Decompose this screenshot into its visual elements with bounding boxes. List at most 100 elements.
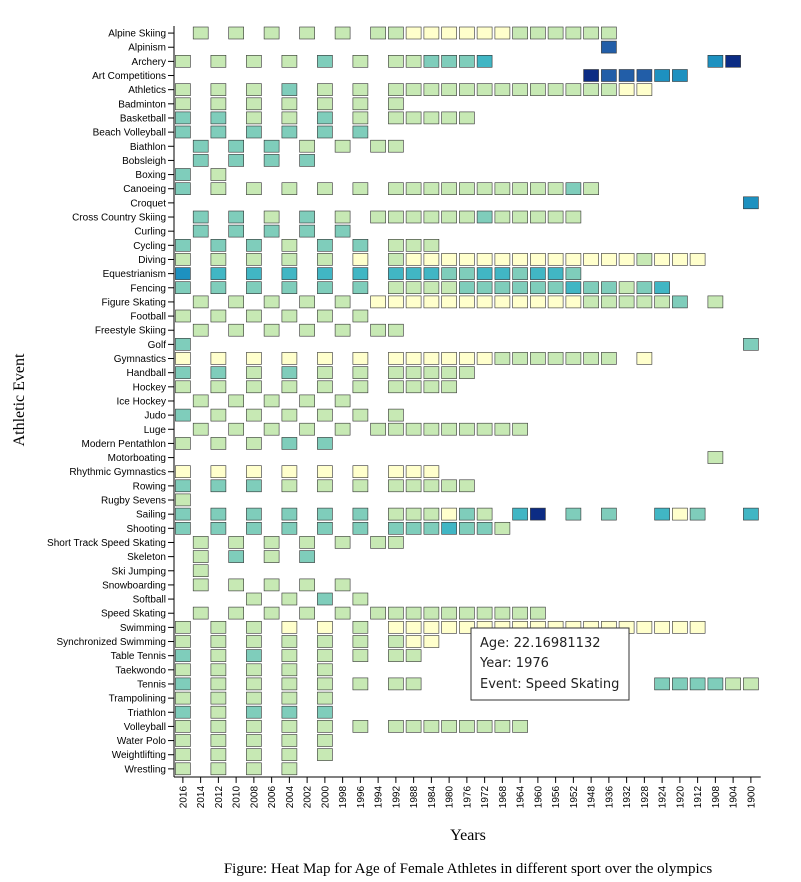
heatmap-cell[interactable] (405, 295, 422, 309)
heatmap-cell[interactable] (618, 83, 635, 96)
heatmap-cell[interactable] (228, 154, 244, 167)
heatmap-cell[interactable] (405, 465, 422, 479)
heatmap-cell[interactable] (423, 295, 440, 309)
heatmap-cell[interactable] (352, 592, 369, 606)
heatmap-cell[interactable] (441, 83, 457, 96)
heatmap-cell[interactable] (246, 620, 262, 634)
heatmap-cell[interactable] (583, 182, 599, 195)
heatmap-cell[interactable] (299, 154, 315, 167)
heatmap-cell[interactable] (725, 677, 741, 691)
heatmap-cell[interactable] (388, 366, 404, 379)
heatmap-cell[interactable] (441, 182, 457, 195)
heatmap-cell[interactable] (405, 111, 422, 125)
heatmap-cell[interactable] (423, 465, 440, 479)
heatmap-cell[interactable] (476, 267, 493, 280)
heatmap-cell[interactable] (317, 125, 333, 139)
heatmap-cell[interactable] (228, 536, 244, 549)
heatmap-cell[interactable] (352, 366, 369, 379)
heatmap-cell[interactable] (512, 422, 528, 436)
heatmap-cell[interactable] (299, 606, 315, 620)
heatmap-cell[interactable] (476, 720, 493, 733)
heatmap-cell[interactable] (175, 239, 191, 252)
heatmap-cell[interactable] (441, 720, 457, 733)
heatmap-cell[interactable] (512, 720, 528, 733)
heatmap-cell[interactable] (459, 83, 475, 96)
heatmap-cell[interactable] (423, 54, 440, 68)
heatmap-cell[interactable] (281, 762, 298, 776)
heatmap-cell[interactable] (210, 408, 227, 422)
heatmap-cell[interactable] (689, 620, 706, 634)
heatmap-cell[interactable] (175, 309, 191, 323)
heatmap-cell[interactable] (281, 352, 298, 365)
heatmap-cell[interactable] (210, 111, 227, 125)
heatmap-cell[interactable] (405, 281, 422, 295)
heatmap-cell[interactable] (654, 677, 670, 691)
heatmap-cell[interactable] (228, 139, 244, 153)
heatmap-cell[interactable] (423, 507, 440, 521)
heatmap-cell[interactable] (175, 493, 191, 507)
heatmap-cell[interactable] (530, 83, 546, 96)
heatmap-cell[interactable] (743, 677, 759, 691)
heatmap-cell[interactable] (317, 734, 333, 747)
heatmap-cell[interactable] (672, 295, 688, 309)
heatmap-cell[interactable] (459, 521, 475, 535)
heatmap-cell[interactable] (388, 267, 404, 280)
heatmap-cell[interactable] (192, 606, 209, 620)
heatmap-cell[interactable] (192, 323, 209, 337)
heatmap-cell[interactable] (423, 479, 440, 493)
heatmap-cell[interactable] (388, 479, 404, 493)
heatmap-cell[interactable] (352, 309, 369, 323)
heatmap-cell[interactable] (246, 649, 262, 662)
heatmap-cell[interactable] (423, 26, 440, 40)
heatmap-cell[interactable] (476, 26, 493, 40)
heatmap-cell[interactable] (636, 281, 653, 295)
heatmap-cell[interactable] (246, 253, 262, 266)
heatmap-cell[interactable] (192, 139, 209, 153)
heatmap-cell[interactable] (672, 253, 688, 266)
heatmap-cell[interactable] (672, 677, 688, 691)
heatmap-cell[interactable] (281, 267, 298, 280)
heatmap-cell[interactable] (299, 26, 315, 40)
heatmap-cell[interactable] (494, 720, 511, 733)
heatmap-cell[interactable] (246, 111, 262, 125)
heatmap-cell[interactable] (317, 592, 333, 606)
heatmap-cell[interactable] (210, 437, 227, 450)
heatmap-cell[interactable] (689, 507, 706, 521)
heatmap-cell[interactable] (263, 394, 280, 408)
heatmap-cell[interactable] (476, 253, 493, 266)
heatmap-cell[interactable] (370, 139, 386, 153)
heatmap-cell[interactable] (672, 507, 688, 521)
heatmap-cell[interactable] (317, 663, 333, 677)
heatmap-cell[interactable] (175, 691, 191, 705)
heatmap-cell[interactable] (707, 451, 724, 464)
heatmap-cell[interactable] (423, 111, 440, 125)
heatmap-cell[interactable] (175, 253, 191, 266)
heatmap-cell[interactable] (334, 422, 351, 436)
heatmap-cell[interactable] (317, 720, 333, 733)
heatmap-cell[interactable] (512, 295, 528, 309)
heatmap-cell[interactable] (423, 267, 440, 280)
heatmap-cell[interactable] (246, 720, 262, 733)
heatmap-cell[interactable] (352, 465, 369, 479)
heatmap-cell[interactable] (352, 677, 369, 691)
heatmap-cell[interactable] (530, 26, 546, 40)
heatmap-cell[interactable] (512, 210, 528, 224)
heatmap-cell[interactable] (547, 83, 564, 96)
heatmap-cell[interactable] (388, 182, 404, 195)
heatmap-cell[interactable] (175, 479, 191, 493)
heatmap-cell[interactable] (246, 309, 262, 323)
heatmap-cell[interactable] (423, 281, 440, 295)
heatmap-cell[interactable] (210, 281, 227, 295)
heatmap-cell[interactable] (672, 69, 688, 82)
heatmap-cell[interactable] (405, 352, 422, 365)
heatmap-cell[interactable] (654, 620, 670, 634)
heatmap-cell[interactable] (228, 210, 244, 224)
heatmap-cell[interactable] (352, 521, 369, 535)
heatmap-cell[interactable] (175, 521, 191, 535)
heatmap-cell[interactable] (210, 267, 227, 280)
heatmap-cell[interactable] (210, 465, 227, 479)
heatmap-cell[interactable] (388, 422, 404, 436)
heatmap-cell[interactable] (281, 125, 298, 139)
heatmap-cell[interactable] (405, 83, 422, 96)
heatmap-cell[interactable] (175, 507, 191, 521)
